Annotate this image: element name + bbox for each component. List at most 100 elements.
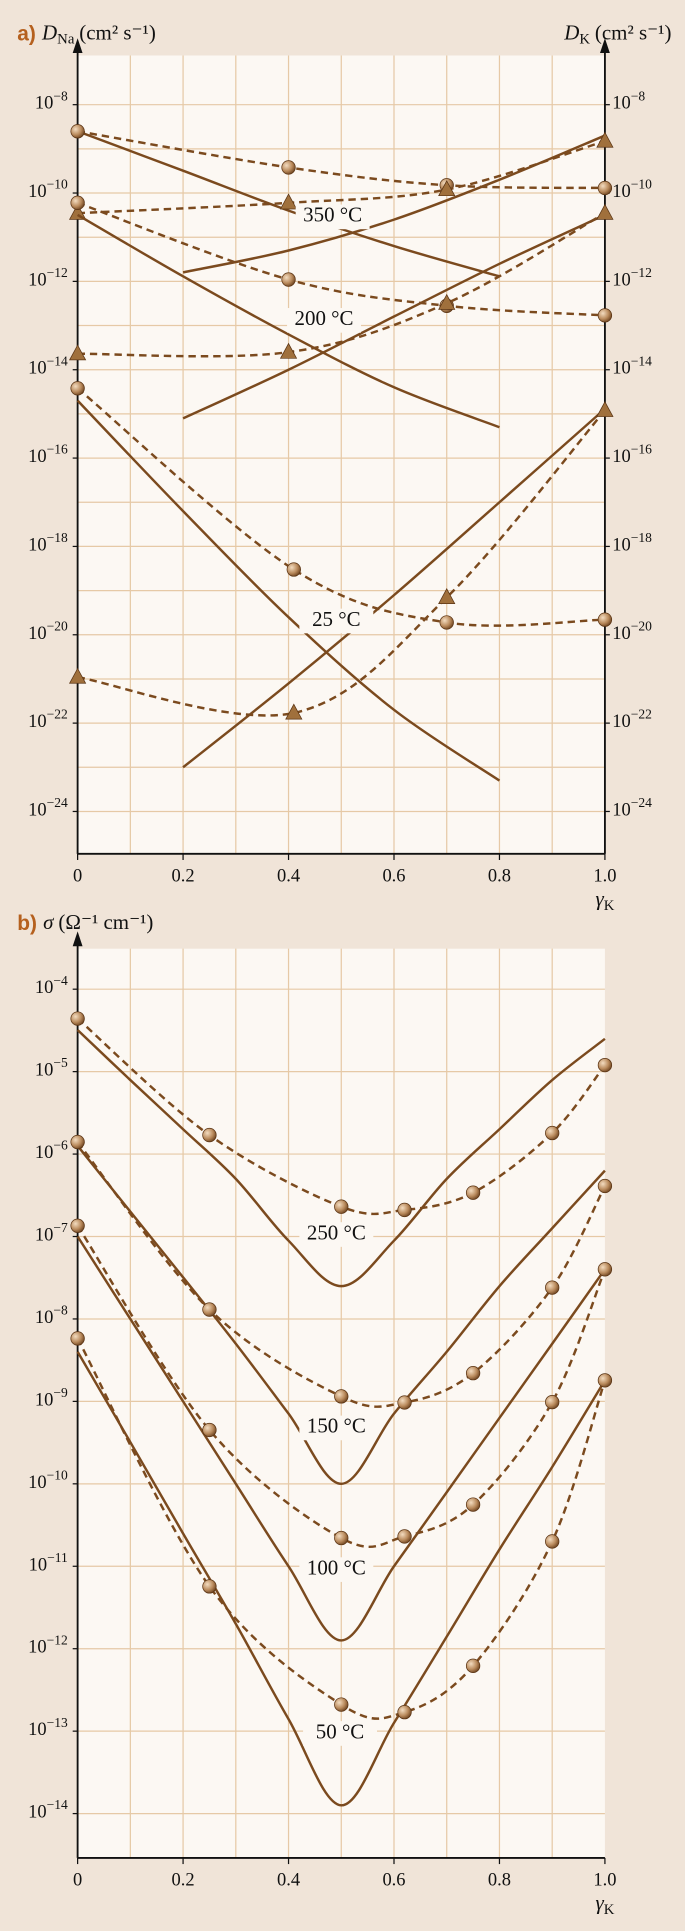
y-tick-label: 10−20 — [28, 618, 68, 643]
solid-curve — [182, 213, 606, 420]
circle-marker — [334, 1530, 349, 1546]
circle-marker — [397, 1705, 412, 1720]
y-tick-label: 10−8 — [35, 1303, 68, 1328]
x-tick-label: 0.4 — [277, 1870, 300, 1890]
y-tick-label: 10−4 — [35, 973, 68, 998]
circle-marker — [70, 381, 85, 396]
circle-marker — [202, 1127, 217, 1143]
circle-marker — [202, 1422, 217, 1438]
axis-title-subscript: K — [579, 32, 590, 48]
y-tick-label: 10−24 — [28, 795, 68, 820]
triangle-marker — [438, 588, 456, 604]
annotation: 250 °C — [307, 1220, 366, 1244]
axis-arrow — [72, 38, 83, 54]
y2-axis-title: DK (cm² s⁻¹) — [563, 20, 671, 48]
circle-marker — [465, 1366, 481, 1381]
circle-marker — [439, 615, 454, 630]
x-tick-label: 0.8 — [488, 1870, 511, 1890]
annotation: 200 °C — [295, 306, 354, 330]
circle-marker — [397, 1395, 412, 1410]
axis-title-symbol: σ — [43, 910, 54, 934]
annotation-bg — [303, 1721, 377, 1746]
circle-marker — [545, 1394, 560, 1410]
solid-curve — [76, 213, 500, 429]
circle-marker — [70, 124, 85, 139]
circle-marker — [70, 1331, 85, 1346]
triangle-marker — [438, 180, 456, 197]
x-tick-label: 1.0 — [593, 865, 616, 885]
axis-title-panel: a) — [17, 22, 36, 45]
circle-marker — [545, 1125, 560, 1141]
y-tick-label: 10−8 — [612, 88, 645, 113]
annotation: 350 °C — [303, 203, 362, 227]
annotation: 50 °C — [316, 1719, 365, 1743]
x-axis-title: γK — [595, 1891, 614, 1919]
y-axis-title: b) σ (Ω⁻¹ cm⁻¹) — [17, 910, 153, 935]
annotation-bg — [299, 1415, 374, 1441]
circle-marker — [202, 1302, 217, 1317]
y-tick-label: 10−12 — [28, 265, 68, 290]
y-axis-title: a) DNa (cm² s⁻¹) — [17, 20, 156, 48]
axis-title-subscript: K — [604, 898, 615, 914]
axis-title-symbol: γ — [595, 886, 604, 910]
y-tick-label: 10−10 — [612, 177, 652, 202]
triangle-marker — [438, 293, 456, 310]
dashed-curve — [77, 130, 605, 190]
axis-title-subscript: K — [604, 1902, 615, 1918]
axis-title-panel: b) — [17, 912, 37, 935]
triangle-marker — [596, 131, 614, 148]
dashed-curve — [76, 387, 605, 627]
circle-marker — [334, 1199, 349, 1214]
x-tick-label: 1.0 — [593, 1870, 616, 1890]
circle-marker — [334, 1697, 349, 1712]
y-tick-label: 10−6 — [35, 1138, 68, 1163]
triangle-marker — [68, 667, 87, 684]
triangle-marker — [285, 703, 303, 720]
y-tick-label: 10−12 — [612, 265, 652, 290]
triangle-marker — [596, 203, 614, 220]
circle-marker — [597, 180, 613, 196]
y-tick-label: 10−7 — [35, 1220, 68, 1245]
circle-marker — [281, 272, 296, 287]
circle-marker — [465, 1497, 481, 1512]
axis-title-unit: (cm² s⁻¹) — [79, 20, 156, 44]
annotation: 150 °C — [307, 1414, 366, 1438]
y-tick-label: 10−16 — [612, 442, 652, 467]
annotation: 25 °C — [312, 607, 361, 631]
circle-marker — [70, 1134, 85, 1150]
circle-marker — [70, 195, 85, 210]
y-tick-label: 10−24 — [612, 795, 652, 820]
annotation-bg — [299, 1557, 374, 1582]
x-tick-label: 0 — [73, 865, 82, 885]
triangle-marker — [68, 203, 87, 220]
annotation-bg — [287, 308, 361, 333]
y-tick-label: 10−20 — [612, 618, 652, 643]
y-tick-label: 10−22 — [28, 707, 68, 732]
y-tick-label: 10−18 — [28, 530, 68, 555]
solid-curve — [76, 399, 501, 782]
x-tick-label: 0.6 — [382, 1870, 405, 1890]
triangle-marker — [596, 401, 614, 417]
y-tick-label: 10−16 — [28, 442, 68, 467]
triangle-marker — [279, 193, 298, 210]
y-tick-label: 10−8 — [35, 88, 68, 113]
axis-title-symbol: D — [41, 20, 57, 44]
solid-curve — [76, 1145, 606, 1486]
annotation: 100 °C — [307, 1555, 366, 1579]
solid-curve — [77, 130, 500, 278]
circle-marker — [286, 562, 301, 577]
dashed-curve — [77, 409, 606, 717]
circle-marker — [597, 1373, 613, 1388]
axis-title-unit: (cm² s⁻¹) — [595, 20, 672, 44]
annotation-bg — [299, 1222, 374, 1247]
dashed-curve — [77, 201, 605, 317]
circle-marker — [70, 1011, 85, 1026]
solid-curve — [182, 407, 606, 769]
dashed-curve — [77, 139, 606, 215]
x-tick-label: 0.2 — [172, 865, 195, 885]
y-tick-label: 10−14 — [28, 353, 68, 378]
axis-arrow — [599, 38, 610, 54]
axis-arrow — [72, 931, 83, 947]
y-tick-label: 10−5 — [35, 1055, 68, 1080]
